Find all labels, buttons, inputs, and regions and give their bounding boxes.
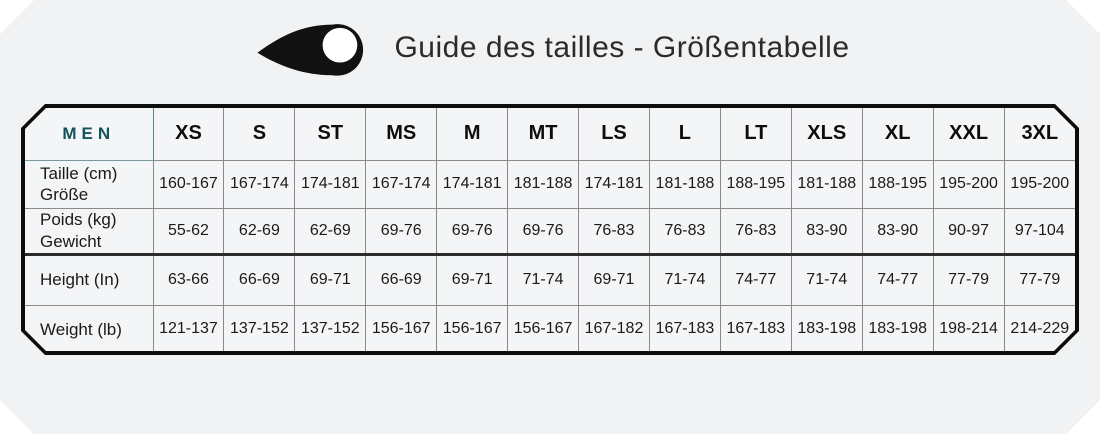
value-cell: 71-74: [791, 254, 862, 305]
value-cell: 181-188: [508, 160, 579, 208]
value-cell: 74-77: [720, 254, 791, 305]
value-cell: 69-76: [366, 208, 437, 254]
value-cell: 137-152: [224, 305, 295, 353]
value-cell: 181-188: [791, 160, 862, 208]
value-cell: 160-167: [153, 160, 224, 208]
size-column-header: M: [437, 108, 508, 160]
value-cell: 69-76: [437, 208, 508, 254]
value-cell: 69-76: [508, 208, 579, 254]
value-cell: 69-71: [437, 254, 508, 305]
size-table-frame: MEN XS S ST MS M MT LS L LT XLS XL XXL 3XL Taille (c…: [21, 104, 1079, 355]
value-cell: 74-77: [862, 254, 933, 305]
row-label: Poids (kg) Gewicht: [25, 208, 153, 254]
value-cell: 97-104: [1004, 208, 1075, 254]
value-cell: 156-167: [366, 305, 437, 353]
value-cell: 71-74: [508, 254, 579, 305]
value-cell: 76-83: [720, 208, 791, 254]
value-cell: 167-183: [649, 305, 720, 353]
size-column-header: XL: [862, 108, 933, 160]
value-cell: 214-229: [1010, 320, 1070, 338]
value-cell: 69-71: [579, 254, 650, 305]
value-cell: 62-69: [224, 208, 295, 254]
table-row: Poids (kg) Gewicht 55-62 62-69 62-69 69-76 69-…: [25, 208, 1075, 254]
value-cell: 174-181: [437, 160, 508, 208]
row-label: Weight (lb): [25, 305, 153, 353]
value-cell: 66-69: [366, 254, 437, 305]
value-cell: 83-90: [791, 208, 862, 254]
value-cell: 77-79: [1004, 254, 1075, 305]
size-column-header: 3XL: [1004, 108, 1075, 160]
size-column-header: MS: [366, 108, 437, 160]
value-cell: 121-137: [153, 305, 224, 353]
value-cell: 174-181: [579, 160, 650, 208]
table-row: Taille (cm) Größe 160-167 167-174 174-181 167…: [25, 160, 1075, 208]
value-cell: 76-83: [649, 208, 720, 254]
value-cell: 77-79: [933, 254, 1004, 305]
size-column-header: L: [649, 108, 720, 160]
size-column-header: MT: [508, 108, 579, 160]
value-cell: 183-198: [791, 305, 862, 353]
value-cell: 198-214: [933, 305, 1004, 353]
size-column-header: XS: [153, 108, 224, 160]
size-column-header: ST: [295, 108, 366, 160]
value-cell: 181-188: [649, 160, 720, 208]
size-table: MEN XS S ST MS M MT LS L LT XLS XL XXL 3XL Taille (c…: [25, 108, 1075, 353]
value-cell: 69-71: [295, 254, 366, 305]
value-cell: 66-69: [224, 254, 295, 305]
value-cell: 167-182: [579, 305, 650, 353]
value-cell: 63-66: [153, 254, 224, 305]
value-cell: 71-74: [649, 254, 720, 305]
value-cell: 183-198: [862, 305, 933, 353]
value-cell: 90-97: [933, 208, 1004, 254]
size-table-body: Taille (cm) Größe 160-167 167-174 174-181 167…: [25, 160, 1075, 353]
row-label: Height (In): [25, 254, 153, 305]
value-cell: 62-69: [295, 208, 366, 254]
value-cell: 83-90: [862, 208, 933, 254]
row-label: Taille (cm) Größe: [25, 160, 153, 208]
table-row: Weight (lb) 121-137 137-152 137-152 156-167 1…: [25, 305, 1075, 353]
value-cell: 156-167: [437, 305, 508, 353]
value-cell: 76-83: [579, 208, 650, 254]
table-row: Height (In) 63-66 66-69 69-71 66-69 69-71 71-7…: [25, 254, 1075, 305]
value-cell: 174-181: [295, 160, 366, 208]
value-cell: 195-200: [933, 160, 1004, 208]
value-cell: 167-183: [720, 305, 791, 353]
comet-teardrop-logo-icon: [257, 24, 364, 76]
size-column-header: S: [224, 108, 295, 160]
size-header-row: MEN XS S ST MS M MT LS L LT XLS XL XXL 3XL: [25, 108, 1075, 160]
size-column-header: LS: [579, 108, 650, 160]
value-cell: 188-195: [720, 160, 791, 208]
value-cell: 55-62: [153, 208, 224, 254]
size-column-header: XLS: [791, 108, 862, 160]
value-cell: 167-174: [366, 160, 437, 208]
value-cell: 188-195: [862, 160, 933, 208]
value-cell: 156-167: [508, 305, 579, 353]
value-cell: 137-152: [295, 305, 366, 353]
page-title: Guide des tailles - Größentabelle: [394, 31, 850, 64]
gender-label: MEN: [25, 108, 153, 160]
size-table-container: MEN XS S ST MS M MT LS L LT XLS XL XXL 3XL Taille (c…: [25, 108, 1075, 351]
value-cell: 195-200: [1004, 160, 1075, 208]
size-column-header: XXL: [933, 108, 1004, 160]
size-column-header: LT: [720, 108, 791, 160]
value-cell: 167-174: [224, 160, 295, 208]
page-header: Guide des tailles - Größentabelle: [0, 8, 1100, 88]
